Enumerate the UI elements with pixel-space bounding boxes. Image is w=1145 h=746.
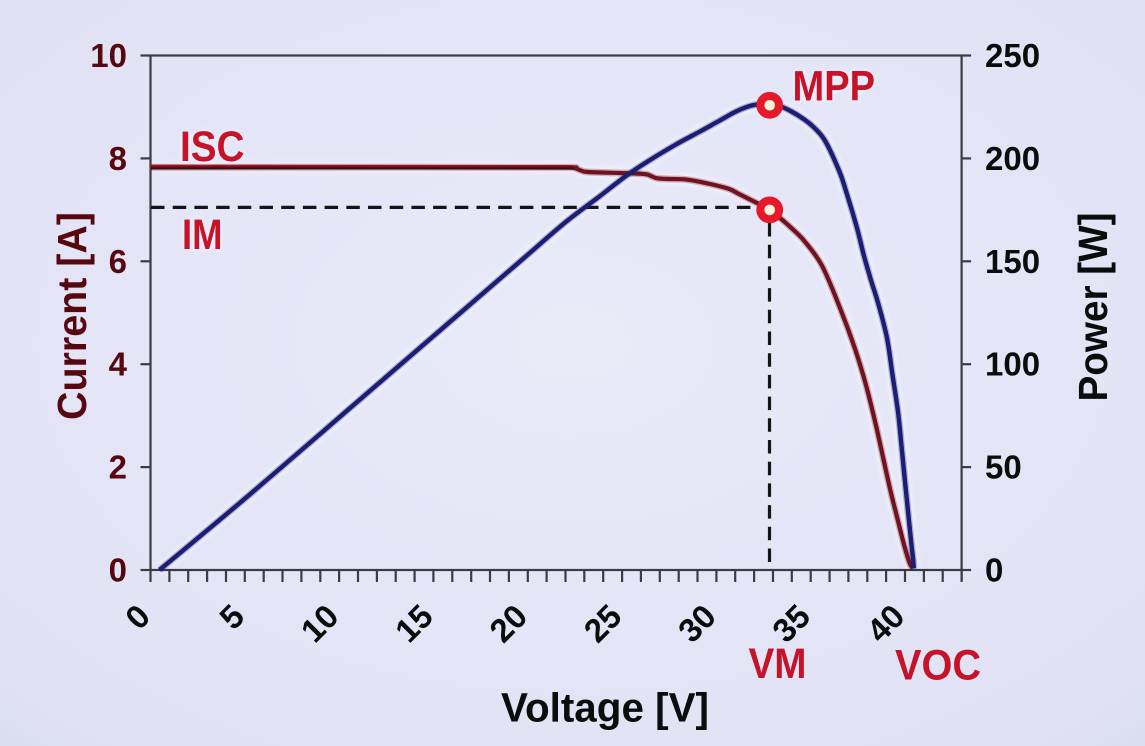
svg-text:IM: IM xyxy=(182,211,223,259)
svg-text:200: 200 xyxy=(985,140,1040,177)
svg-text:Current [A]: Current [A] xyxy=(49,212,95,420)
svg-text:VOC: VOC xyxy=(895,642,981,690)
svg-text:150: 150 xyxy=(985,243,1040,280)
svg-text:ISC: ISC xyxy=(180,123,245,171)
svg-text:0: 0 xyxy=(109,552,127,589)
svg-text:Power [W]: Power [W] xyxy=(1070,213,1116,402)
svg-text:ISC: ISC xyxy=(180,123,245,171)
svg-text:10: 10 xyxy=(90,37,127,74)
svg-text:0: 0 xyxy=(985,552,1003,589)
svg-text:8: 8 xyxy=(109,140,127,177)
svg-text:VM: VM xyxy=(749,640,807,688)
svg-text:MPP: MPP xyxy=(793,63,876,111)
svg-text:2: 2 xyxy=(109,449,127,486)
svg-text:6: 6 xyxy=(109,243,127,280)
svg-text:Voltage [V]: Voltage [V] xyxy=(501,685,709,731)
svg-text:50: 50 xyxy=(985,449,1022,486)
svg-text:100: 100 xyxy=(985,346,1040,383)
svg-text:250: 250 xyxy=(985,37,1040,74)
svg-text:MPP: MPP xyxy=(793,63,876,111)
svg-text:IM: IM xyxy=(182,211,223,259)
svg-text:4: 4 xyxy=(109,346,128,383)
